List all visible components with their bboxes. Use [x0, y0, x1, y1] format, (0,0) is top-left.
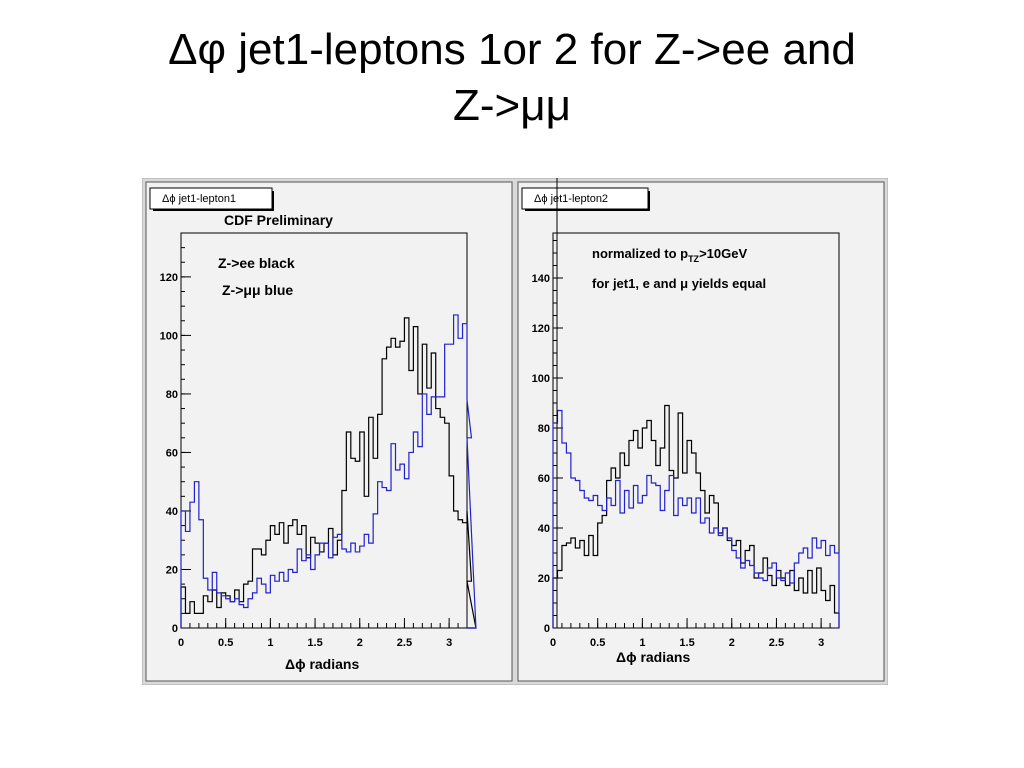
stats-box-shadow-left-bottom: [153, 209, 274, 211]
y-tick-label: 40: [538, 523, 550, 535]
annotation-normalized-main: normalized to p: [592, 246, 688, 261]
y-tick-label: 120: [160, 272, 178, 284]
x-tick-label: 3: [446, 637, 452, 649]
y-tick-label: 0: [172, 623, 178, 635]
annotation-normalized-sub: TZ: [688, 254, 699, 264]
chart-title-right: Δϕ jet1-lepton2: [534, 193, 608, 205]
x-tick-label: 0: [550, 637, 556, 649]
x-tick-label: 0.5: [590, 637, 605, 649]
y-tick-label: 120: [532, 323, 550, 335]
slide-title-line1: Δφ jet1-leptons 1or 2 for Z->ee and: [168, 25, 856, 74]
x-tick-label: 2: [357, 637, 363, 649]
axes-right: 0 0.5 1 1.5 2 2.5 3 0 20 40 60 80 100 120 140: [532, 240, 840, 649]
stats-box-shadow-right: [648, 191, 650, 211]
series-line-zmumu: [180, 314, 477, 629]
annotation-normalized: normalized to pTZ>10GeV: [592, 246, 747, 264]
stats-box-shadow-right-bottom: [525, 209, 650, 211]
plot-frame-right: [552, 232, 840, 629]
annotation-zee: Z->ee black: [218, 255, 295, 271]
x-tick-label: 1: [267, 637, 273, 649]
series-group-right: [552, 404, 840, 628]
series-line-zmumu: [552, 409, 840, 628]
slide-title-line2: Z->μμ: [453, 81, 571, 130]
pad-left: 0 0.5 1 1.5 2 2.5 3 0 20 40 60 80 100 120 Δϕ jet1-lep…: [145, 181, 513, 682]
pad-right: 0 0.5 1 1.5 2 2.5 3 0 20 40 60 80 100 120 140 Δϕ jet1-…: [517, 178, 885, 682]
y-tick-label: 40: [166, 506, 178, 518]
y-tick-label: 0: [544, 623, 550, 635]
slide-title: Δφ jet1-leptons 1or 2 for Z->ee and Z->μ…: [0, 22, 1024, 134]
x-tick-label: 3: [818, 637, 824, 649]
y-tick-label: 100: [160, 330, 178, 342]
x-tick-label: 1.5: [679, 637, 694, 649]
annotation-cdf-preliminary: CDF Preliminary: [224, 212, 333, 228]
x-tick-label: 1: [639, 637, 645, 649]
series-line-zee: [552, 404, 840, 628]
x-tick-label: 0.5: [218, 637, 233, 649]
y-tick-label: 100: [532, 373, 550, 385]
y-tick-label: 80: [538, 423, 550, 435]
y-tick-label: 60: [166, 447, 178, 459]
x-tick-label: 0: [178, 637, 184, 649]
series-group-left: [180, 314, 477, 629]
y-tick-label: 20: [166, 564, 178, 576]
y-tick-label: 60: [538, 473, 550, 485]
annotation-normalized-tail: >10GeV: [699, 246, 747, 261]
axes-left: 0 0.5 1 1.5 2 2.5 3 0 20 40 60 80 100 120: [160, 232, 468, 649]
annotation-zmumu: Z->μμ blue: [222, 282, 293, 298]
x-tick-label: 2.5: [397, 637, 412, 649]
x-tick-label: 2: [729, 637, 735, 649]
plot-frame-left: [180, 232, 468, 629]
root-canvas: 0 0.5 1 1.5 2 2.5 3 0 20 40 60 80 100 120 Δϕ jet1-lep…: [141, 177, 889, 686]
y-tick-label: 80: [166, 389, 178, 401]
x-axis-label-right: Δϕ radians: [616, 649, 690, 665]
y-tick-label: 140: [532, 273, 550, 285]
x-axis-label-left: Δϕ radians: [285, 656, 359, 672]
chart-title-left: Δϕ jet1-lepton1: [162, 193, 236, 205]
x-tick-label: 1.5: [307, 637, 322, 649]
stats-box-shadow-left: [272, 191, 274, 211]
y-tick-label: 20: [538, 573, 550, 585]
annotation-yields-equal: for jet1, e and μ yields equal: [592, 276, 766, 291]
x-tick-label: 2.5: [769, 637, 784, 649]
